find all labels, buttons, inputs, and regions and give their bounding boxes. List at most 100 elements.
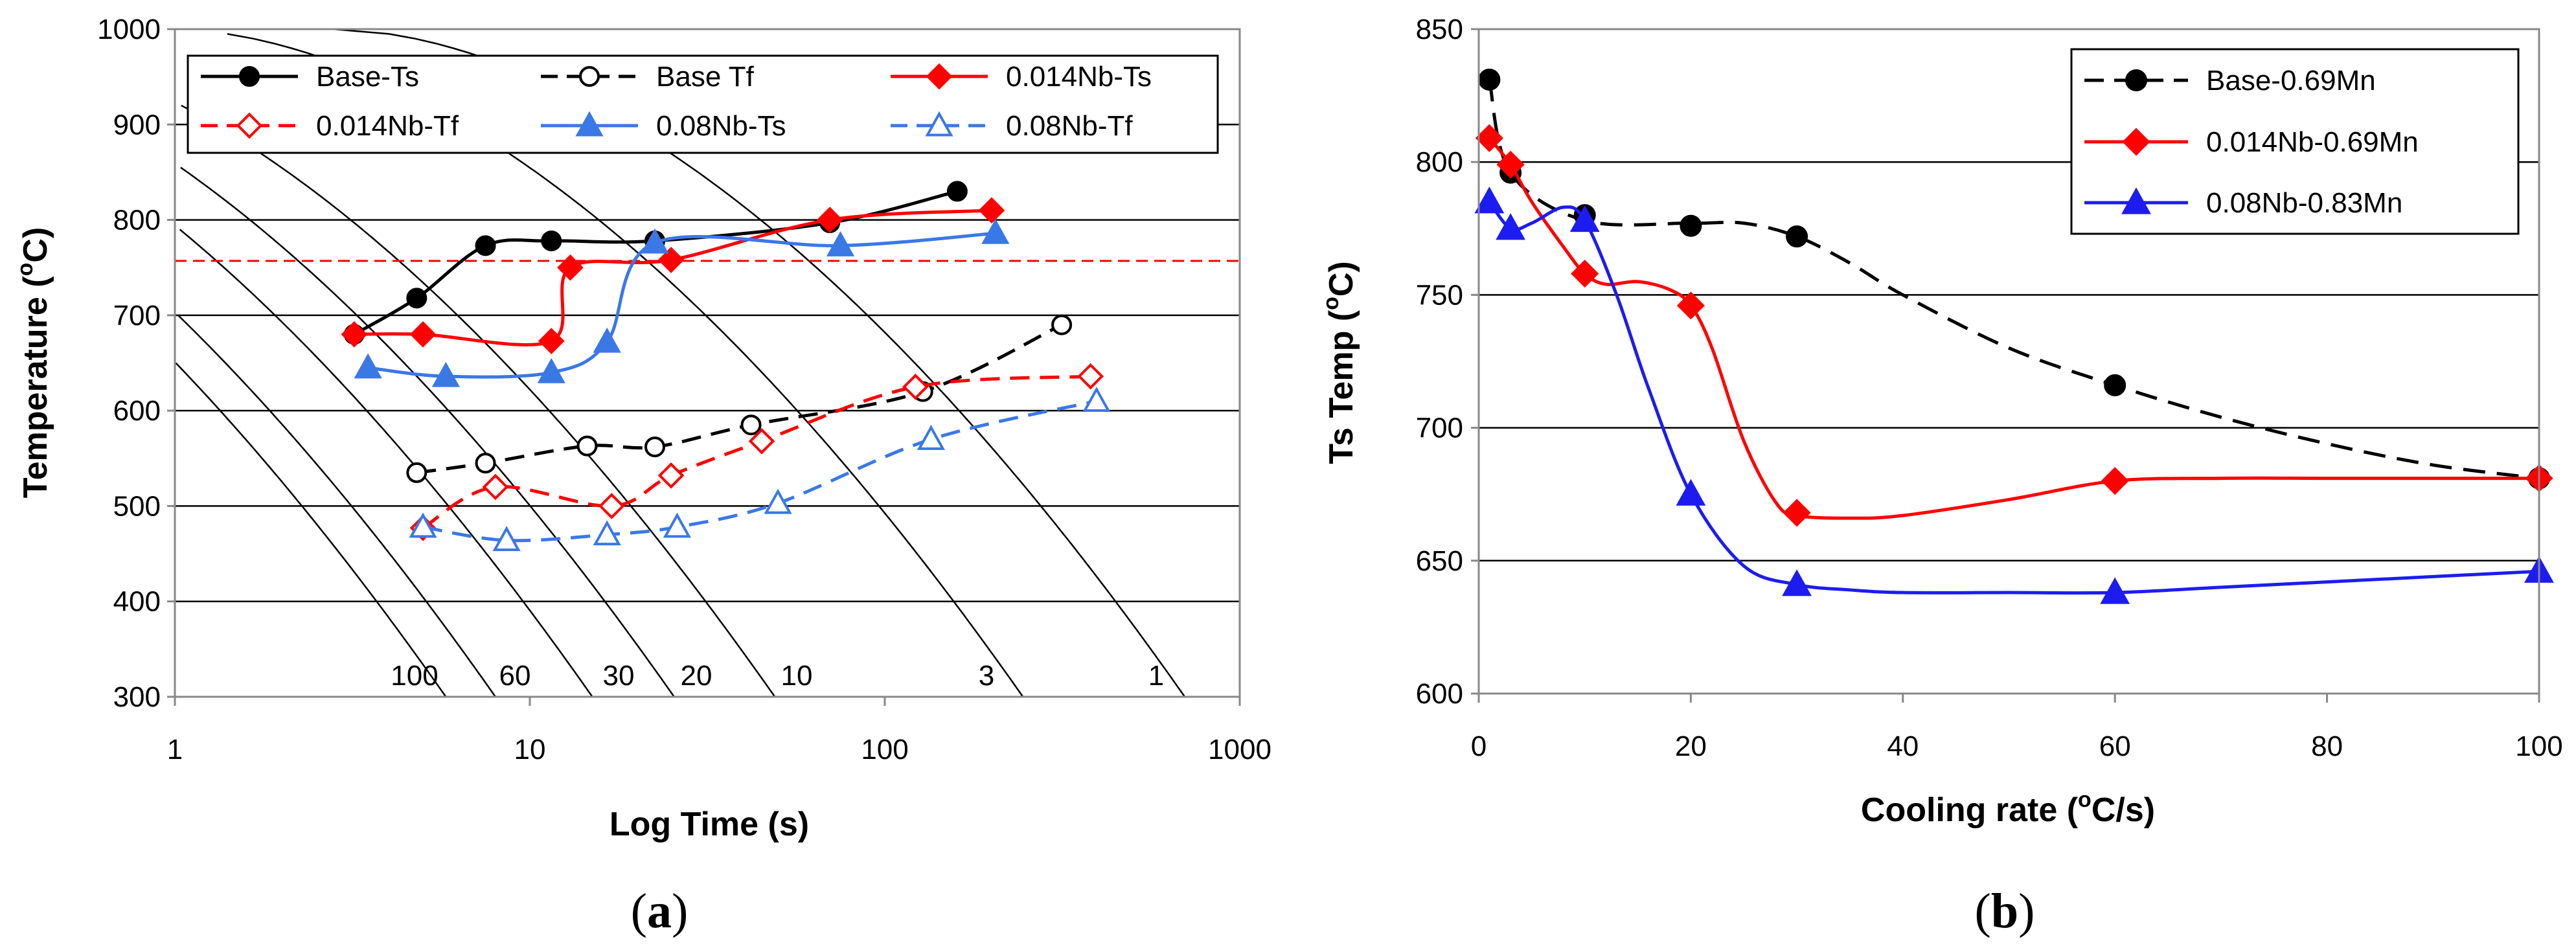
chart-b-x-tick-label: 60 [2099, 730, 2131, 762]
chart-a-legend: Base-Ts Base Tf 0.014Nb-Ts 0.014Nb-Tf 0.08Nb… [187, 54, 1219, 154]
chart-a-point-0-08nb-ts [593, 327, 621, 353]
chart-a-panel-letter: a [647, 884, 672, 938]
chart-b-y-axis-title: Ts Temp (oC) [1319, 261, 1360, 464]
chart-a-legend-marker-0-08nb-ts [575, 111, 604, 137]
chart-a-y-title-sup: o [13, 263, 38, 277]
chart-a-y-tick-label: 800 [113, 205, 161, 236]
chart-b-point-0-08nb-0-83mn [2100, 577, 2130, 604]
chart-b-point-base-0-69mn [1680, 214, 1702, 237]
chart-b-panel-close: ) [2018, 884, 2035, 938]
chart-a-point-0-08nb-ts [826, 231, 855, 256]
chart-b-point-base-0-69mn [2104, 374, 2126, 396]
chart-b-point-0-08nb-0-83mn [1676, 479, 1706, 506]
chart-a-cooling-curve [175, 362, 447, 697]
chart-b-x-title-tail: C/s) [2092, 791, 2155, 829]
chart-a-point-0-014nb-ts [341, 321, 368, 348]
chart-a-point-0-08nb-tf [409, 512, 437, 538]
chart-b-x-title-main: Cooling rate ( [1861, 791, 2079, 829]
chart-a-x-tick-label: 1 [167, 734, 183, 765]
chart-a-cooling-curve [177, 315, 496, 697]
chart-a-point-base-ts [541, 230, 562, 251]
chart-a-point-0-014nb-tf [902, 373, 929, 400]
chart-b-point-base-0-69mn [1786, 225, 1808, 248]
chart-a-point-0-08nb-ts [537, 357, 565, 383]
chart-b-series-line-base-0-69mn [1487, 79, 2540, 481]
chart-a-point-base-tf [740, 414, 762, 436]
chart-a-point-0-08nb-ts [641, 228, 669, 254]
chart-a-point-0-08nb-tf [917, 425, 946, 450]
chart-a-y-title-tail: C) [17, 227, 54, 263]
chart-a-legend-box [187, 54, 1219, 154]
chart-a-y-tick-label: 300 [113, 681, 161, 713]
chart-a-legend-marker-0-014nb-tf [236, 112, 263, 139]
chart-b-y-title-tail: C) [1323, 261, 1360, 297]
chart-a-x-axis-title: Log Time (s) [610, 806, 809, 843]
chart-a-y-ticks: 300 400 500 600 700 800 900 1000 [97, 14, 175, 713]
chart-b-legend-label-0-014nb-0-69mn: 0.014Nb-0.69Mn [2206, 126, 2419, 158]
chart-a-cooling-rate-label: 30 [603, 660, 635, 692]
chart-a-legend-marker-base-tf [579, 66, 600, 87]
chart-a-x-tick-label: 1000 [1208, 734, 1271, 765]
chart-a-point-base-ts [475, 235, 496, 256]
chart-b-point-0-08nb-0-83mn [1496, 213, 1526, 240]
chart-a-cooling-rate-label: 3 [979, 660, 994, 692]
chart-b-y-ticks: 600 650 700 750 800 850 [1416, 14, 1479, 710]
chart-a-x-ticks: 1 10 100 1000 [167, 697, 1271, 765]
chart-a-cooling-curve [181, 104, 776, 697]
chart-b-x-ticks: 0 20 40 60 80 100 [1471, 694, 2563, 762]
chart-a-cooling-curve [180, 166, 675, 697]
chart-a-series [341, 181, 1111, 552]
chart-a-panel-label: (a) [631, 884, 689, 938]
chart-b-x-axis-title: Cooling rate (oC/s) [1861, 787, 2155, 829]
chart-a-point-0-014nb-tf [748, 427, 775, 455]
chart-a-point-0-08nb-tf [764, 488, 792, 514]
chart-a-point-0-08nb-tf [593, 520, 621, 546]
chart-a-point-0-08nb-ts [354, 353, 382, 379]
chart-a-x-tick-label: 10 [514, 734, 546, 765]
chart-a-point-0-014nb-ts [657, 247, 685, 273]
chart-b-panel-open: ( [1975, 884, 1991, 938]
chart-b-x-tick-label: 100 [2515, 730, 2562, 762]
chart-b-point-0-014nb-0-69mn [1475, 124, 1503, 152]
chart-b-y-tick-label: 800 [1416, 146, 1463, 178]
chart-a-point-base-ts [946, 181, 968, 202]
chart-a-series-line-base-tf [416, 323, 1063, 475]
chart-a-point-0-014nb-tf [482, 473, 509, 501]
chart-b-legend-marker-0-08nb-0-83mn [2121, 187, 2151, 214]
chart-a-legend-label-base-tf: Base Tf [656, 61, 755, 93]
chart-a-plot-frame [174, 28, 1241, 698]
chart-a-point-0-08nb-ts [431, 361, 460, 387]
chart-a-panel-open: ( [631, 884, 647, 938]
chart-a-cooling-rate-label: 20 [681, 660, 712, 692]
chart-b-panel-label: (b) [1975, 884, 2035, 938]
chart-a-legend-label-base-ts: Base-Ts [316, 61, 419, 93]
chart-b-point-0-08nb-0-83mn [1782, 569, 1812, 596]
chart-a-legend-marker-0-08nb-tf [925, 111, 953, 137]
chart-a-point-0-014nb-tf [657, 462, 685, 489]
chart-a-y-tick-label: 1000 [97, 14, 161, 45]
chart-a-point-0-014nb-ts [557, 254, 584, 281]
chart-a-legend-marker-base-ts [239, 66, 260, 87]
chart-a-y-tick-label: 900 [113, 109, 161, 141]
chart-b-point-0-014nb-0-69mn [1783, 499, 1811, 527]
chart-a-legend-label-0-014nb-ts: 0.014Nb-Ts [1006, 61, 1152, 93]
chart-a-cooling-rate-label: 60 [499, 660, 531, 692]
chart-a-point-base-tf [475, 453, 496, 474]
chart-b-x-tick-label: 20 [1675, 730, 1707, 762]
chart-b-point-0-08nb-0-83mn [1474, 187, 1505, 214]
chart-a-legend-marker-0-014nb-ts [926, 63, 953, 90]
chart-a-y-axis-title: Temperature (oC) [13, 227, 54, 499]
chart-b-x-title-sup: o [2078, 787, 2092, 812]
chart-b-legend-marker-0-014nb-0-69mn [2122, 128, 2150, 156]
chart-a-point-base-tf [1051, 314, 1073, 335]
chart-b-legend-label-0-08nb-0-83mn: 0.08Nb-0.83Mn [2206, 187, 2402, 219]
chart-a-point-0-014nb-ts [538, 328, 565, 354]
chart-b-series [1474, 68, 2554, 604]
chart-a-point-0-014nb-tf [1077, 363, 1104, 390]
chart-b-plot-frame [1477, 28, 2540, 695]
chart-b-y-tick-label: 600 [1416, 678, 1463, 710]
chart-b-x-tick-label: 0 [1471, 730, 1487, 762]
chart-a-x-tick-label: 100 [861, 734, 908, 765]
chart-a-y-tick-label: 600 [113, 395, 161, 427]
